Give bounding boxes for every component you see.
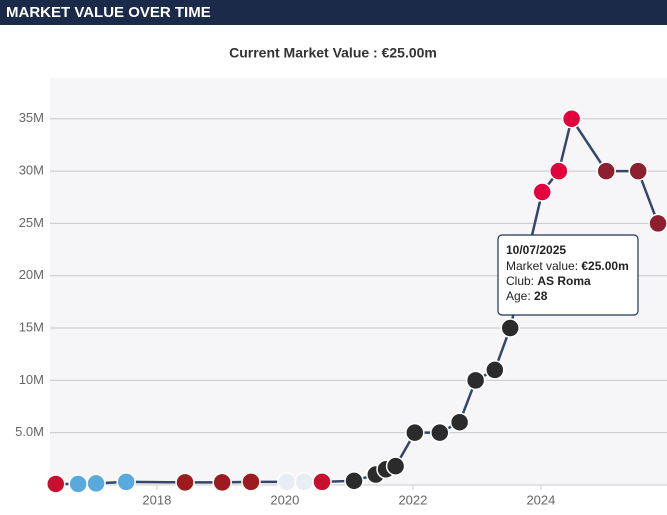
club-marker xyxy=(86,473,106,494)
club-marker xyxy=(405,422,425,443)
x-tick-label: 2020 xyxy=(270,492,299,507)
tooltip-label: Club: xyxy=(506,274,537,288)
tooltip-label: Age: xyxy=(506,289,534,303)
y-tick-label: 35M xyxy=(19,110,44,125)
y-tick-label: 30M xyxy=(19,163,44,178)
tooltip-value: €25.00m xyxy=(581,259,628,273)
tooltip-value: 28 xyxy=(534,289,548,303)
x-tick-label: 2024 xyxy=(526,492,555,507)
club-marker xyxy=(485,360,505,380)
club-marker xyxy=(596,161,616,181)
header-bar xyxy=(0,0,667,25)
chart-title: Current Market Value : €25.00m xyxy=(229,45,437,61)
tooltip-line: Market value: €25.00m xyxy=(506,259,629,273)
x-tick-label: 2018 xyxy=(142,492,171,507)
club-marker xyxy=(449,412,470,432)
y-tick-label: 10M xyxy=(19,372,44,387)
club-marker xyxy=(344,471,364,491)
tooltip-label: Market value: xyxy=(506,259,581,273)
club-marker xyxy=(294,472,314,492)
x-tick-label: 2022 xyxy=(398,492,427,507)
tooltip-box xyxy=(497,234,639,316)
club-marker xyxy=(500,318,520,338)
club-marker xyxy=(549,161,569,181)
tooltip-value: AS Roma xyxy=(537,274,591,288)
y-tick-label: 5.0M xyxy=(15,424,44,439)
tooltip-line: Age: 28 xyxy=(506,289,548,303)
club-marker xyxy=(430,422,450,443)
club-marker xyxy=(241,472,261,492)
header-title: MARKET VALUE OVER TIME xyxy=(6,4,211,21)
club-marker xyxy=(46,474,66,494)
y-tick-label: 20M xyxy=(19,267,44,282)
tooltip-date: 10/07/2025 xyxy=(506,243,566,257)
tooltip-line: Club: AS Roma xyxy=(506,274,591,288)
y-tick-label: 15M xyxy=(19,319,44,334)
club-marker xyxy=(561,109,582,129)
club-marker xyxy=(116,472,136,492)
club-marker xyxy=(312,472,332,492)
club-marker xyxy=(648,213,667,234)
club-marker xyxy=(385,456,406,476)
y-tick-label: 25M xyxy=(19,215,44,230)
club-marker xyxy=(532,182,552,202)
club-marker xyxy=(277,472,297,492)
club-marker xyxy=(465,370,486,391)
club-marker xyxy=(212,472,232,493)
club-marker xyxy=(68,474,88,494)
club-marker xyxy=(175,472,195,493)
club-marker xyxy=(628,161,648,181)
